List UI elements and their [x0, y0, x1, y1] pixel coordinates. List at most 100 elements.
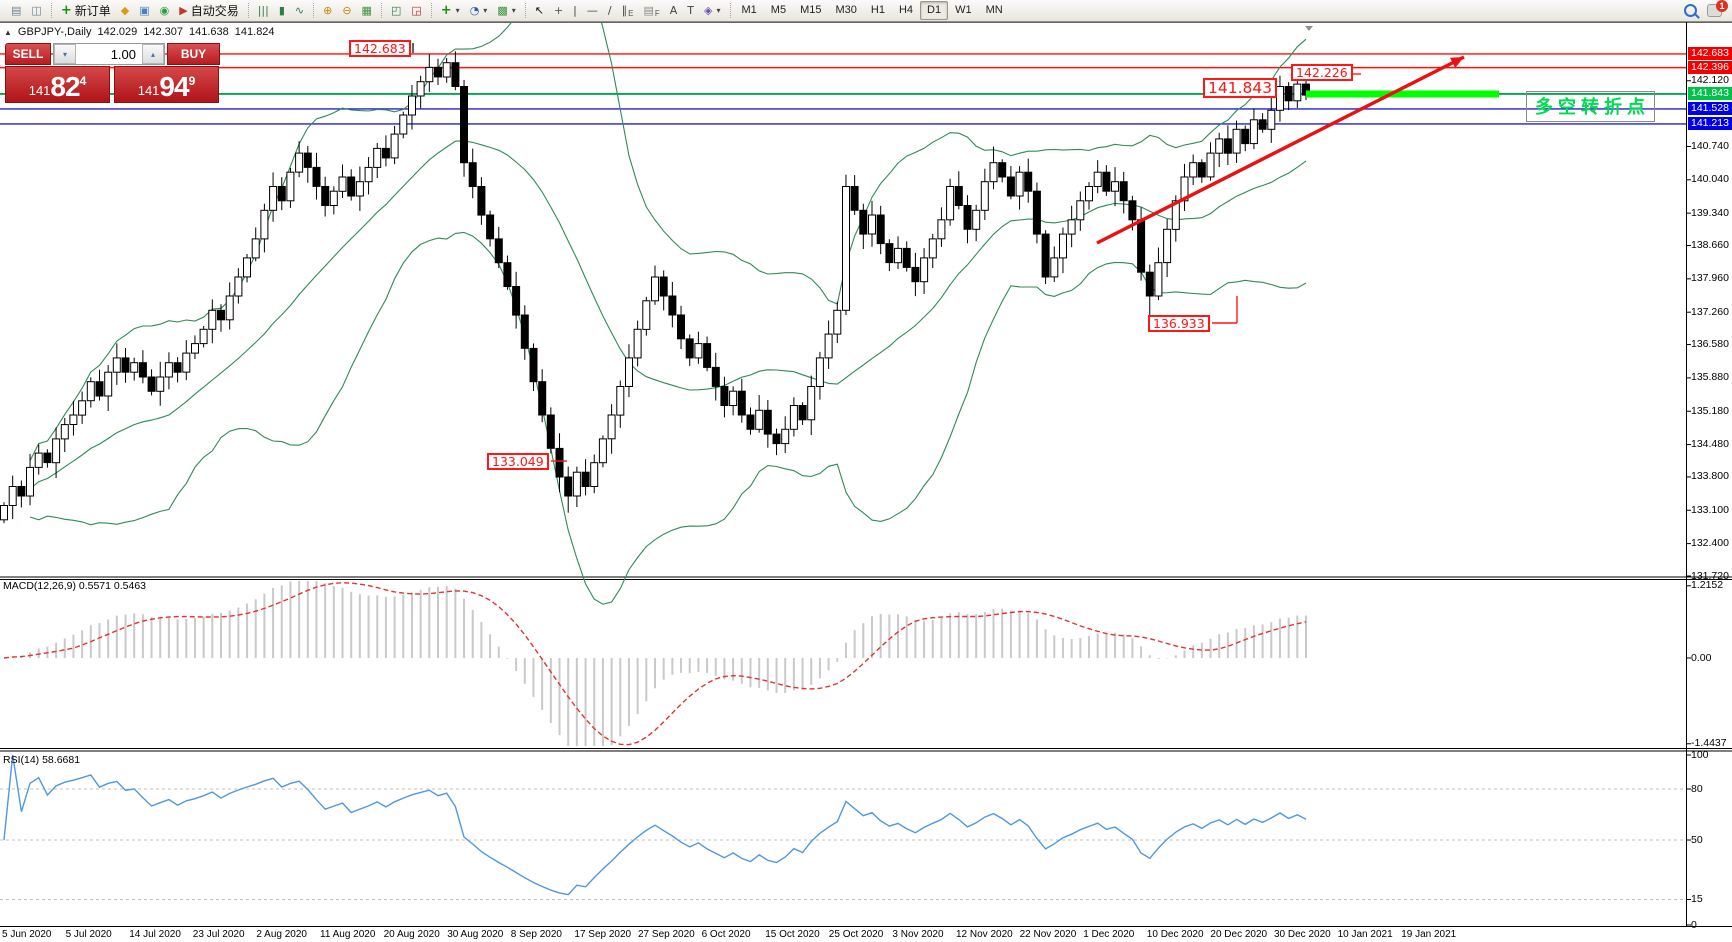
sell-button[interactable]: SELL: [5, 43, 51, 65]
axis-price-135.180: 135.180: [1691, 404, 1729, 417]
one-click-trading-panel: SELL ▾ ▴ BUY 141 82 4 141 94 9: [5, 43, 220, 103]
price-label-142226[interactable]: 142.226: [1291, 64, 1353, 82]
new-chart-button[interactable]: ▤: [6, 1, 26, 21]
timeframe-m5[interactable]: M5: [770, 4, 787, 16]
timeframe-group: M1 M5 M15 M30 H1 H4 D1 W1 MN: [729, 0, 1013, 21]
buy-price-point: 9: [188, 74, 196, 88]
candlestick-button[interactable]: ▮: [274, 1, 290, 21]
horizontal-line-button[interactable]: —: [582, 1, 603, 21]
date-label: 25 Oct 2020: [828, 929, 884, 940]
cursor-button[interactable]: ↖: [530, 1, 549, 21]
channel-icon: ▤: [643, 4, 654, 17]
date-label: 5 Jun 2020: [2, 929, 52, 940]
sell-price-button[interactable]: 141 82 4: [5, 66, 110, 103]
tile-windows-icon: ▦: [361, 4, 372, 17]
horizontal-line-icon: —: [586, 4, 598, 17]
timeframe-m30[interactable]: M30: [835, 4, 857, 16]
volume-input[interactable]: [76, 44, 142, 64]
rsi-axis-80: 80: [1691, 782, 1703, 795]
date-label: 22 Nov 2020: [1019, 929, 1077, 940]
profiles-button[interactable]: ◫: [26, 1, 46, 21]
timeframe-m1[interactable]: M1: [741, 4, 757, 16]
new-order-button[interactable]: + 新订单: [56, 1, 116, 21]
timeframe-m15[interactable]: M15: [800, 4, 822, 16]
shapes-button[interactable]: ◈ ▾: [699, 1, 725, 21]
autotrading-button[interactable]: ▶ 自动交易: [174, 1, 243, 21]
trade-group: + 新订单 ◆ ▣ ◉ ▶ 自动交易: [50, 0, 247, 21]
market-icon: ▣: [139, 4, 150, 17]
zoom-group: ⊕ ⊖ ▦: [312, 0, 380, 21]
notifications-icon[interactable]: 1: [1707, 0, 1728, 17]
ohlc-open: 142.029: [97, 26, 138, 38]
date-label: 19 Jan 2021: [1401, 929, 1457, 940]
fibonacci-button[interactable]: ∥ E: [617, 1, 639, 21]
price-label-133049[interactable]: 133.049: [487, 453, 549, 471]
axis-price-140.740: 140.740: [1691, 139, 1729, 152]
tile-windows-button[interactable]: ▦: [357, 1, 377, 21]
chevron-down-icon[interactable]: ▾: [716, 6, 721, 15]
period-button[interactable]: ◔ ▾: [465, 1, 493, 21]
template-button[interactable]: ▩ ▾: [492, 1, 520, 21]
autotrading-button-label: 自动交易: [190, 4, 239, 18]
sell-price-point: 4: [79, 74, 87, 88]
signals-button[interactable]: ◉: [155, 1, 175, 21]
search-icon[interactable]: [1684, 4, 1697, 17]
timeframe-h1[interactable]: H1: [870, 4, 885, 16]
zoom-out-button[interactable]: ⊖: [337, 1, 356, 21]
crosshair-button[interactable]: +: [549, 1, 568, 21]
rsi-axis-0: 0: [1691, 918, 1697, 931]
volume-increase-button[interactable]: ▴: [142, 44, 164, 64]
zoom-out-icon: ⊖: [342, 4, 352, 17]
vertical-line-icon: |: [573, 4, 577, 17]
bollinger-middle: [29, 140, 1307, 490]
shapes-icon: ◈: [704, 4, 713, 17]
note-box[interactable]: 多空转折点: [1526, 91, 1655, 122]
date-label: 14 Jul 2020: [129, 929, 181, 940]
collapse-panel-icon[interactable]: ▲: [4, 27, 12, 37]
buy-button[interactable]: BUY: [167, 43, 220, 65]
symbol-info: ▲ GBPJPY-,Daily 142.029 142.307 141.638 141…: [4, 26, 275, 38]
macd-signal-line: [3, 581, 1307, 746]
zoom-in-button[interactable]: ⊕: [318, 1, 337, 21]
template-icon: ▩: [497, 4, 508, 17]
sell-price-figure: 141: [28, 83, 51, 98]
text-button[interactable]: A: [665, 1, 683, 21]
bollinger-lower: [29, 231, 1307, 605]
timeframe-d1[interactable]: D1: [920, 1, 949, 20]
bar-chart-button[interactable]: |||: [253, 1, 274, 21]
chevron-down-icon[interactable]: ▾: [511, 6, 516, 15]
vertical-line-button[interactable]: |: [568, 1, 582, 21]
autotrading-icon: ▶: [179, 4, 188, 17]
new-order-icon: +: [60, 3, 72, 18]
trendline-button[interactable]: /: [603, 1, 617, 21]
bar-chart-icon: |||: [257, 4, 269, 17]
sell-price-pips: 82: [50, 71, 80, 102]
chevron-down-icon[interactable]: ▾: [455, 6, 460, 15]
channel-button[interactable]: ▤ F: [638, 1, 664, 21]
axis-price-141.213: 141.213: [1688, 116, 1732, 130]
volume-decrease-button[interactable]: ▾: [54, 44, 76, 64]
axis-price-141.843: 141.843: [1688, 86, 1732, 100]
timeframe-w1[interactable]: W1: [955, 4, 972, 16]
chevron-down-icon[interactable]: ▾: [483, 6, 488, 15]
indicators-window-button[interactable]: ◰: [386, 1, 406, 21]
price-label-136933[interactable]: 136.933: [1148, 315, 1210, 333]
add-indicator-button[interactable]: + ▾: [436, 1, 465, 21]
chart-mode-group: ||| ▮ ∿: [247, 0, 312, 21]
buy-price-button[interactable]: 141 94 9: [114, 66, 219, 103]
axis-price-133.100: 133.100: [1691, 503, 1729, 516]
timeframe-h4[interactable]: H4: [898, 4, 913, 16]
toolbox-button[interactable]: ◆: [116, 1, 134, 21]
price-label-141843[interactable]: 141.843: [1203, 78, 1278, 99]
trendline-icon: /: [607, 4, 612, 17]
ohlc-close: 141.824: [234, 26, 275, 38]
market-button[interactable]: ▣: [134, 1, 154, 21]
signals-icon: ◉: [159, 4, 170, 17]
price-label-142683[interactable]: 142.683: [349, 40, 411, 58]
timeframe-mn[interactable]: MN: [985, 4, 1003, 16]
label-button[interactable]: T: [682, 1, 699, 21]
indicators-star-button[interactable]: ◲: [406, 1, 426, 21]
sub-letter: F: [654, 8, 660, 18]
line-chart-button[interactable]: ∿: [290, 1, 309, 21]
